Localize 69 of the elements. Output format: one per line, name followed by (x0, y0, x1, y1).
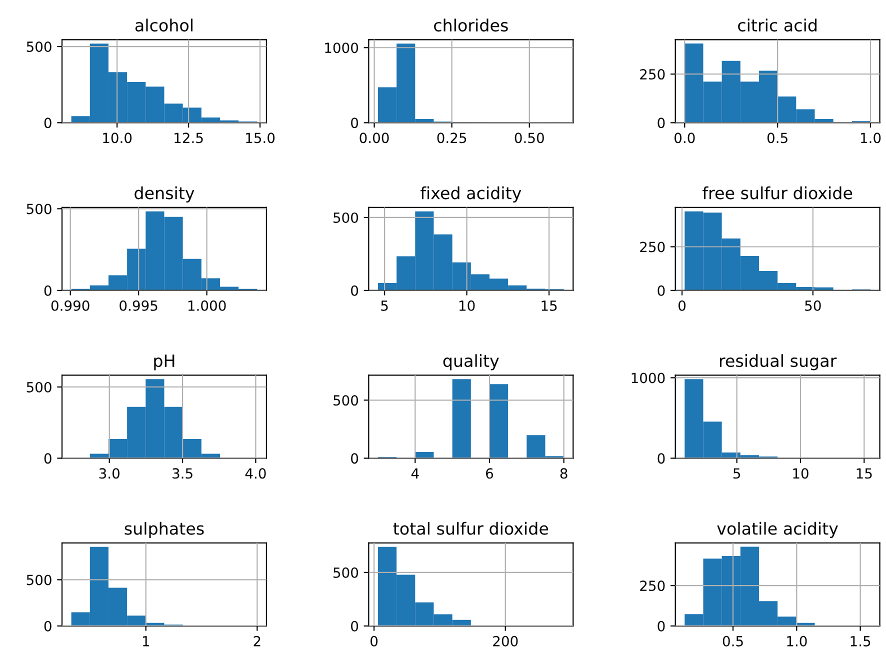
x-tick-label: 10 (793, 468, 808, 479)
chart-title: sulphates (124, 522, 204, 538)
x-tick-label: 4 (411, 468, 419, 478)
y-tick-label: 500 (26, 204, 52, 214)
x-tick-label: 0.25 (437, 132, 466, 144)
y-tick-label: 1000 (632, 372, 665, 384)
chart-title: citric acid (738, 18, 816, 32)
x-tick-label: 200 (493, 636, 518, 646)
y-tick-label: 0 (658, 453, 665, 464)
x-tick-label: 0.5 (767, 132, 788, 144)
y-tick-label: 0 (44, 620, 52, 632)
x-tick-label: 5 (733, 468, 740, 479)
chart-title: alcohol (135, 18, 192, 32)
x-tick-label: 1.000 (188, 300, 226, 311)
y-tick-label: 0 (658, 620, 665, 632)
x-tick-label: 0 (678, 300, 686, 311)
x-tick-label: 12.5 (174, 132, 203, 144)
chart-title: volatile acidity (717, 522, 838, 538)
chart-title: quality (443, 354, 499, 370)
x-tick-label: 50 (805, 300, 821, 311)
x-tick-label: 15.0 (246, 132, 275, 144)
y-tick-label: 500 (26, 382, 52, 392)
x-tick-label: 1.0 (860, 132, 881, 144)
y-tick-label: 250 (640, 580, 665, 592)
x-tick-label: 0.5 (722, 636, 743, 646)
y-tick-label: 500 (334, 395, 358, 406)
x-tick-label: 0.00 (360, 132, 389, 144)
chart-title: fixed acidity (420, 186, 522, 203)
x-tick-label: 0 (370, 636, 378, 646)
x-tick-label: 0.0 (674, 132, 695, 144)
y-tick-label: 0 (351, 118, 358, 128)
y-tick-label: 0 (44, 285, 52, 296)
y-tick-label: 500 (334, 212, 358, 223)
chart-title: free sulfur dioxide (702, 186, 852, 200)
y-tick-label: 500 (26, 41, 52, 52)
y-tick-label: 250 (640, 69, 665, 80)
y-tick-label: 0 (44, 453, 52, 464)
x-tick-label: 4.0 (245, 468, 266, 479)
chart-title: chlorides (434, 18, 508, 32)
x-tick-label: 3.5 (172, 468, 192, 479)
x-tick-label: 1 (142, 636, 150, 646)
y-tick-label: 0 (351, 285, 358, 296)
x-tick-label: 15 (856, 468, 872, 479)
x-tick-label: 15 (542, 300, 557, 311)
chart-title: total sulfur dioxide (393, 522, 548, 535)
x-tick-label: 1.5 (850, 636, 870, 646)
y-tick-label: 0 (351, 620, 358, 632)
x-tick-label: 10 (459, 300, 475, 311)
x-tick-label: 2 (254, 636, 260, 646)
chart-title: residual sugar (720, 354, 837, 370)
chart-title: pH (154, 354, 174, 370)
x-tick-label: 6 (486, 468, 494, 479)
x-tick-label: 5 (381, 300, 388, 311)
y-tick-label: 0 (658, 285, 665, 296)
x-tick-label: 8 (560, 468, 568, 479)
x-tick-label: 10.0 (103, 132, 132, 144)
y-tick-label: 250 (640, 242, 665, 252)
x-tick-label: 3.0 (99, 468, 120, 479)
y-tick-label: 0 (658, 118, 665, 128)
y-tick-label: 500 (334, 567, 358, 578)
x-tick-label: 0.995 (120, 300, 158, 311)
y-tick-label: 1000 (325, 42, 358, 54)
x-tick-label: 1.0 (787, 636, 807, 646)
x-tick-label: 0.50 (514, 132, 544, 144)
x-tick-label: 0.990 (51, 300, 90, 311)
y-tick-label: 500 (26, 574, 52, 586)
chart-title: density (134, 186, 194, 203)
y-tick-label: 0 (44, 118, 52, 128)
y-tick-label: 0 (351, 453, 358, 464)
